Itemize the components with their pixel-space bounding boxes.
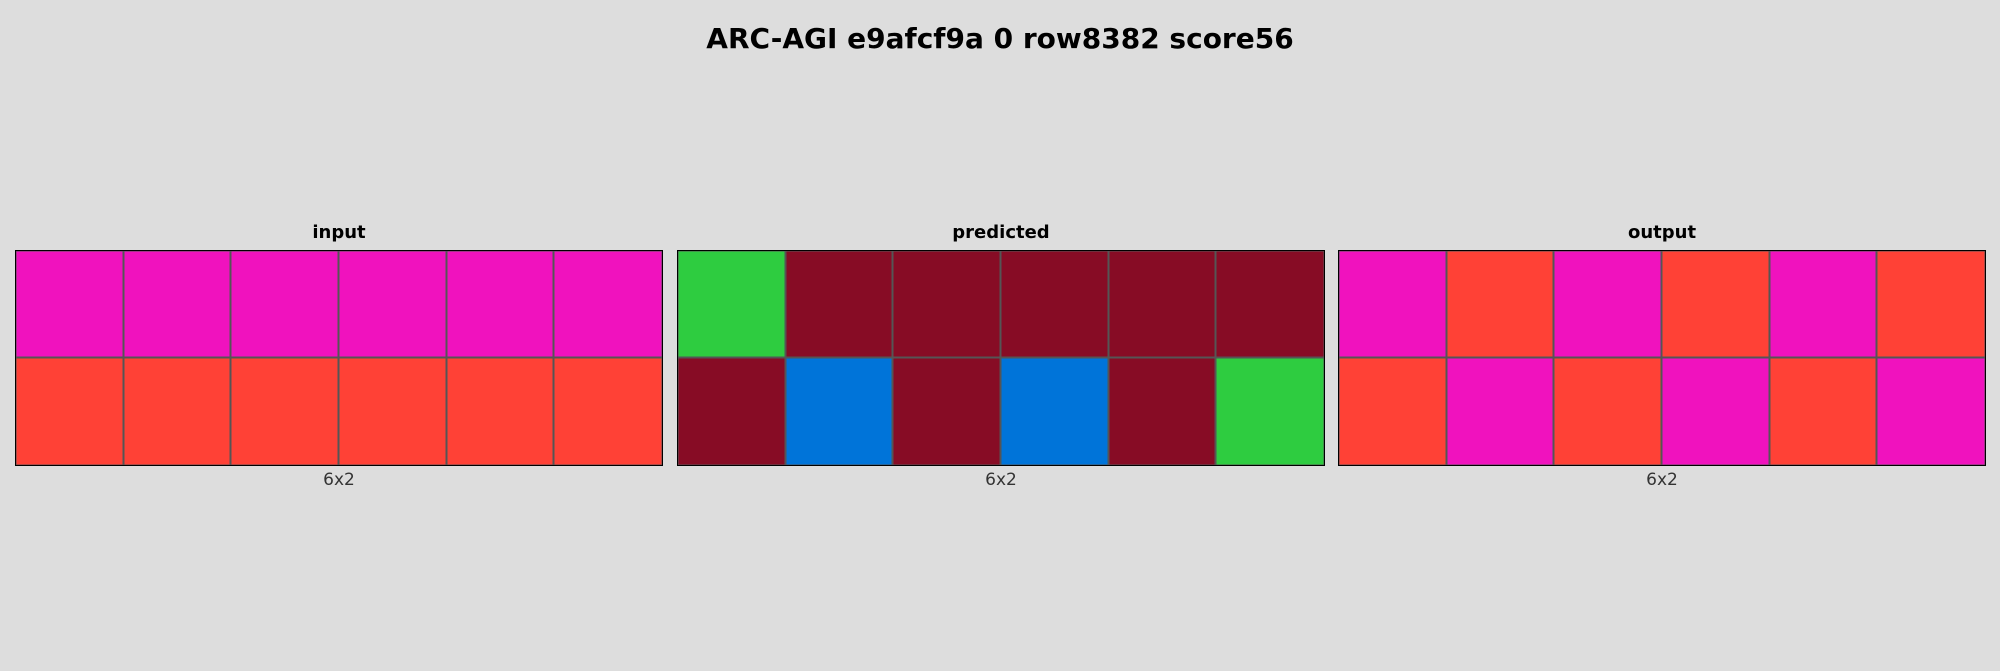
predicted-cell xyxy=(678,251,786,358)
input-size: 6x2 xyxy=(323,470,355,490)
output-cell xyxy=(1661,251,1770,358)
output-panel: output 6x2 xyxy=(1338,222,1986,491)
predicted-cell xyxy=(1000,251,1109,358)
predicted-cell xyxy=(785,251,894,358)
input-cell xyxy=(338,251,447,358)
input-cell xyxy=(446,251,555,358)
predicted-cell xyxy=(1000,358,1109,465)
predicted-cell xyxy=(1216,358,1324,465)
predicted-grid xyxy=(677,250,1325,466)
predicted-size: 6x2 xyxy=(985,470,1017,490)
input-label: input xyxy=(312,222,366,243)
input-cell xyxy=(554,358,662,465)
output-cell xyxy=(1554,358,1662,465)
input-panel: input 6x2 xyxy=(15,222,663,491)
predicted-cell xyxy=(893,358,1001,465)
input-cell xyxy=(231,251,339,358)
output-cell xyxy=(1339,251,1447,358)
predicted-cell xyxy=(1108,251,1217,358)
output-label: output xyxy=(1627,222,1697,243)
output-cell xyxy=(1877,251,1985,358)
predicted-cell xyxy=(678,358,786,465)
input-cell xyxy=(554,251,662,358)
output-cell xyxy=(1769,251,1878,358)
predicted-cell xyxy=(893,251,1001,358)
output-cell xyxy=(1877,358,1985,465)
output-cell xyxy=(1446,251,1555,358)
output-grid xyxy=(1338,250,1986,466)
output-size: 6x2 xyxy=(1646,470,1678,490)
input-cell xyxy=(123,358,232,465)
output-cell xyxy=(1339,358,1447,465)
input-cell xyxy=(16,358,124,465)
predicted-cell xyxy=(1108,358,1217,465)
output-cell xyxy=(1554,251,1662,358)
predicted-panel: predicted 6x2 xyxy=(677,222,1325,491)
input-cell xyxy=(16,251,124,358)
input-cell xyxy=(123,251,232,358)
input-cell xyxy=(446,358,555,465)
predicted-cell xyxy=(1216,251,1324,358)
figure-title: ARC-AGI e9afcf9a 0 row8382 score56 xyxy=(706,22,1294,55)
input-cell xyxy=(231,358,339,465)
output-cell xyxy=(1446,358,1555,465)
input-cell xyxy=(338,358,447,465)
predicted-label: predicted xyxy=(952,222,1050,243)
predicted-cell xyxy=(785,358,894,465)
output-cell xyxy=(1661,358,1770,465)
output-cell xyxy=(1769,358,1878,465)
input-grid xyxy=(15,250,663,466)
